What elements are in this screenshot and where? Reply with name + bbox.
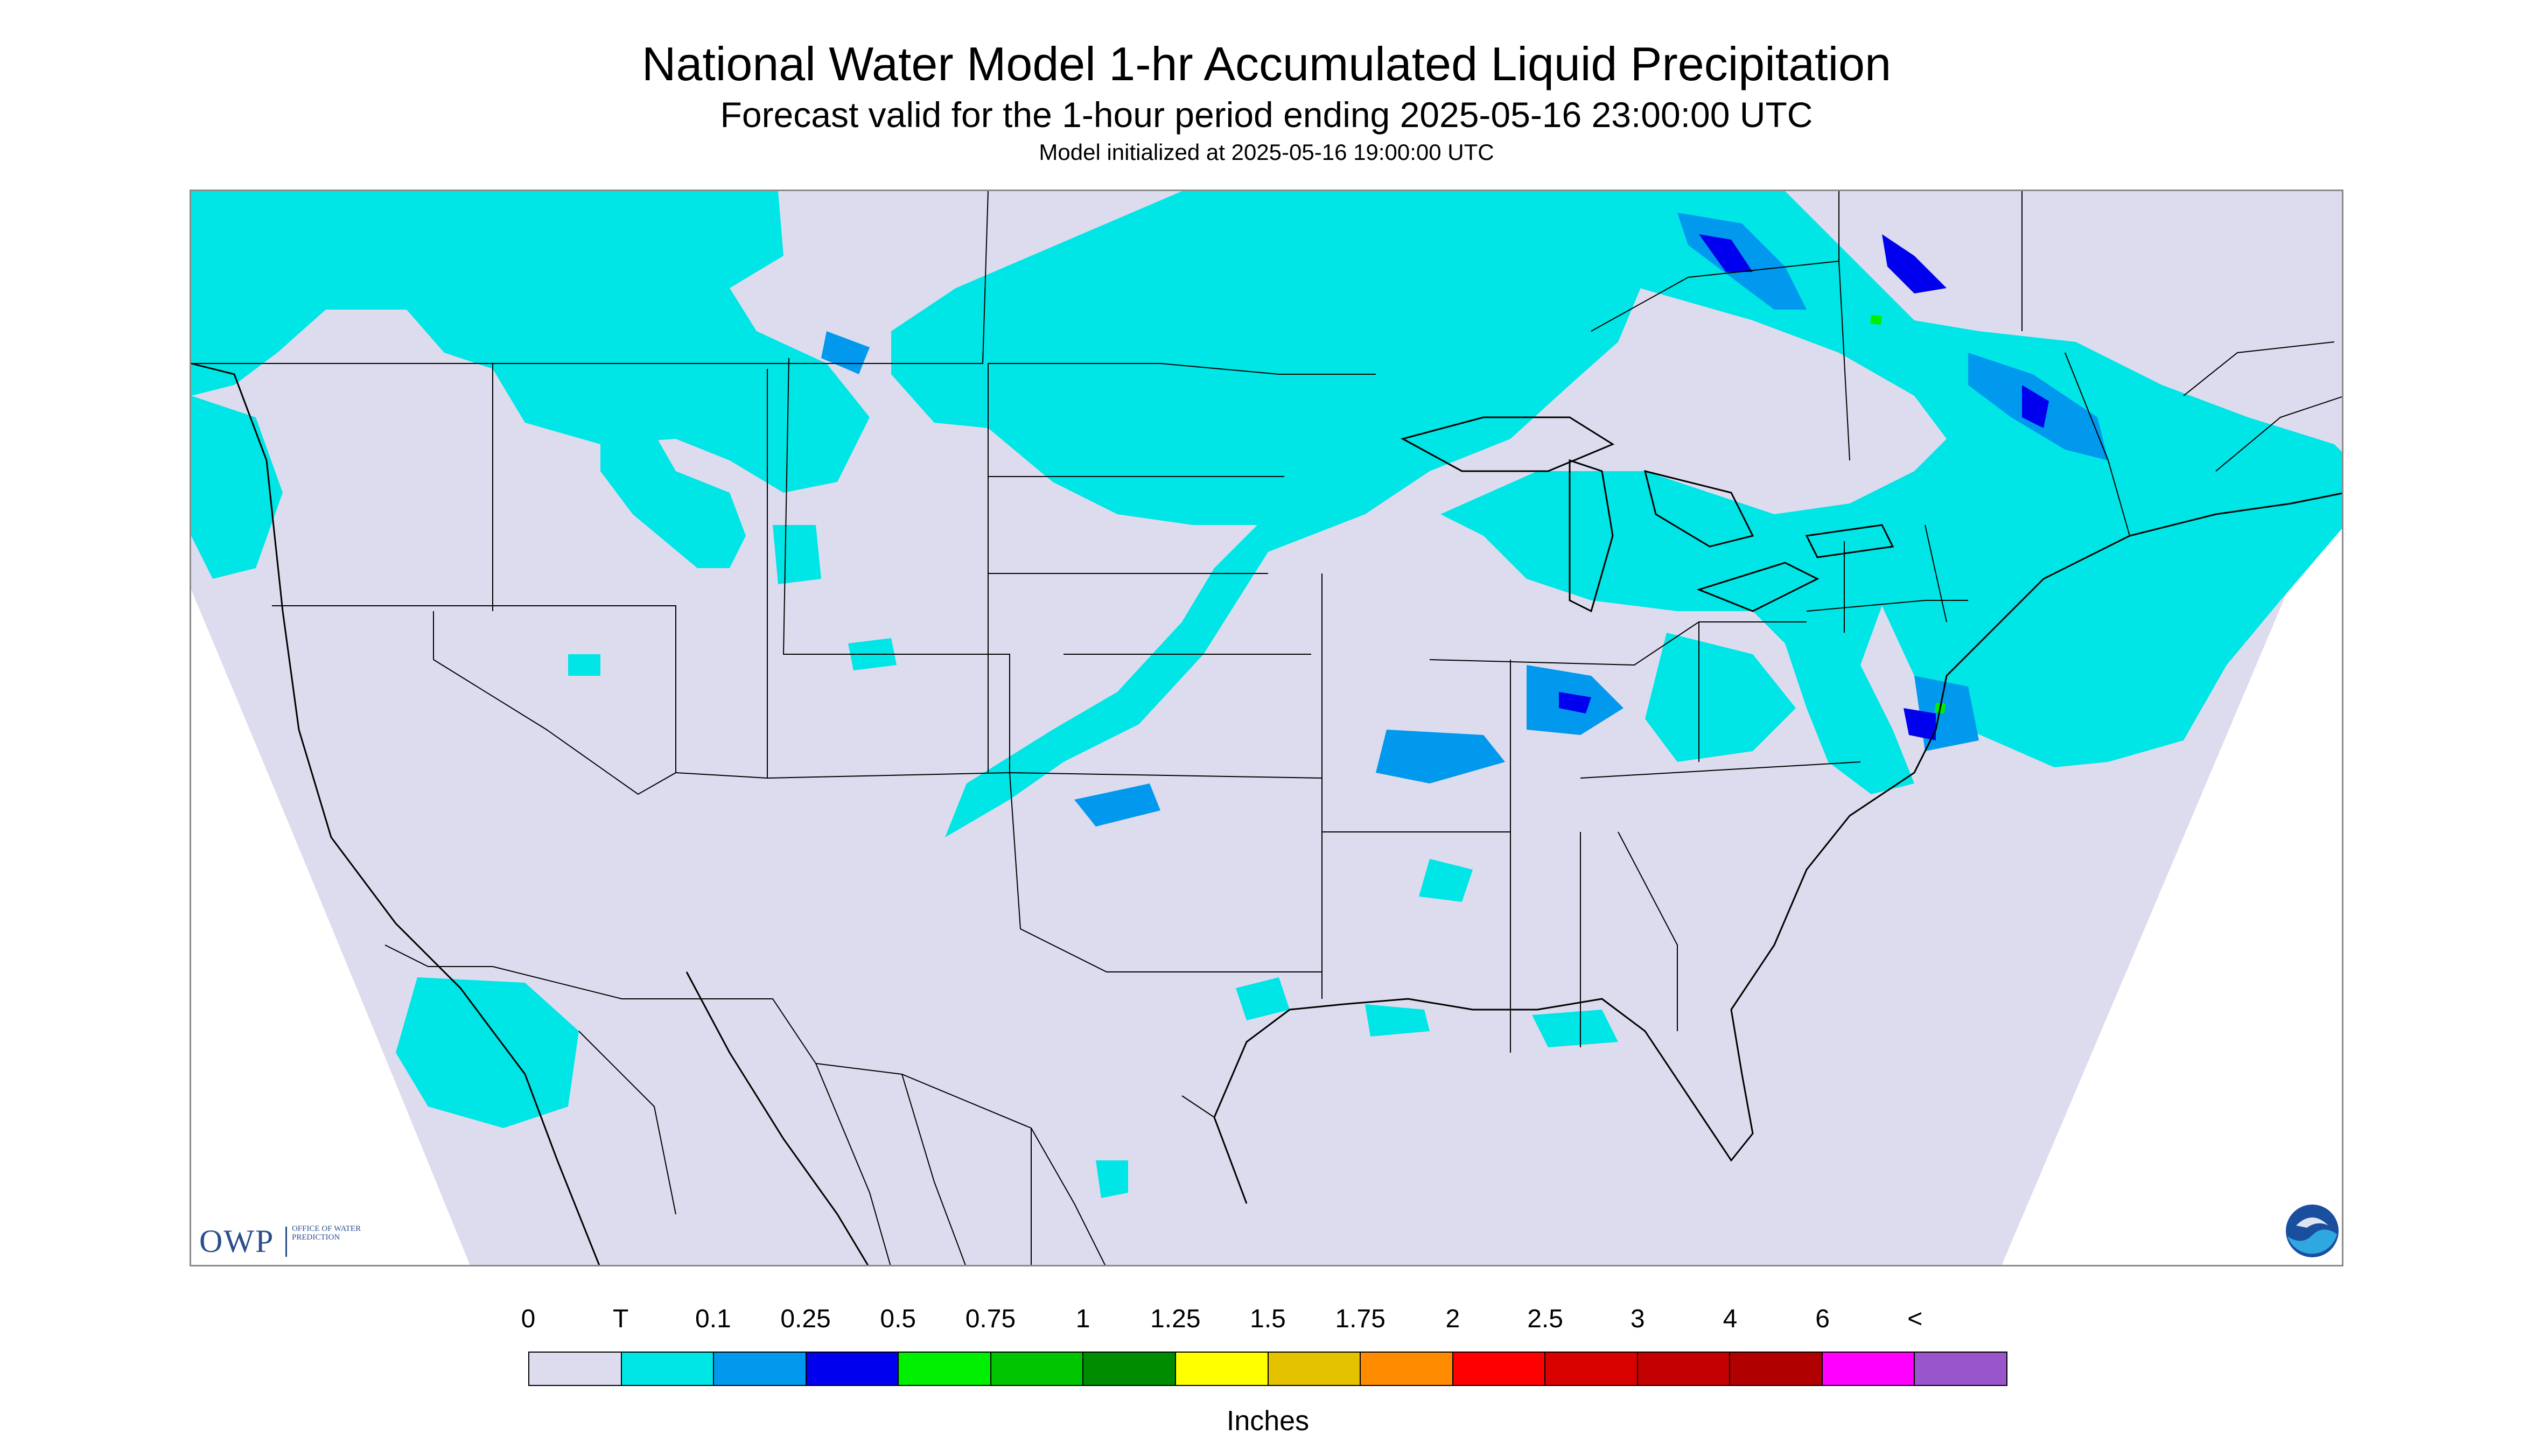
model-initialized-note: Model initialized at 2025-05-16 19:00:00… [1039, 139, 1494, 165]
legend-label: 2 [1445, 1305, 1460, 1333]
legend-swatch [1083, 1353, 1176, 1385]
owp-logo-mark: OWP [199, 1223, 275, 1259]
precip-trace-areas [191, 191, 2342, 1198]
legend-swatch [1175, 1353, 1269, 1385]
legend-label: 0.25 [780, 1305, 831, 1333]
legend-label: 1 [1075, 1305, 1090, 1333]
coastlines [191, 362, 2342, 1265]
legend-label: 2.5 [1527, 1305, 1563, 1333]
map-canvas [191, 191, 2342, 1265]
legend-label: 1.5 [1250, 1305, 1286, 1333]
legend-label: 1.25 [1150, 1305, 1201, 1333]
precip-0-25-areas [1559, 234, 2049, 740]
legend-label: 0.1 [695, 1305, 731, 1333]
legend-swatch [1730, 1353, 1823, 1385]
legend-swatch [1268, 1353, 1361, 1385]
legend-label: 3 [1630, 1305, 1645, 1333]
legend-color-bar [528, 1352, 2007, 1386]
legend-units-label: Inches [1226, 1405, 1310, 1437]
legend-swatch [1545, 1353, 1638, 1385]
owp-logo: OWP Office of Water Prediction [199, 1222, 382, 1260]
legend-swatch [621, 1353, 715, 1385]
page-title: National Water Model 1-hr Accumulated Li… [641, 37, 1892, 90]
precipitation-legend: 0 T 0.1 0.25 0.5 0.75 1 1.25 1.5 1.75 2 2.5 3 4 6 < Inc… [521, 1303, 2007, 1438]
legend-swatch [991, 1353, 1084, 1385]
legend-label: 0.75 [965, 1305, 1016, 1333]
legend-swatch [1822, 1353, 1915, 1385]
great-lakes [1400, 416, 1894, 613]
owp-logo-text: Office of Water Prediction [292, 1224, 361, 1242]
noaa-emblem [2286, 1205, 2339, 1257]
legend-swatch [1361, 1353, 1453, 1385]
legend-swatch [806, 1353, 899, 1385]
legend-label: 1.75 [1335, 1305, 1386, 1333]
forecast-valid-subtitle: Forecast valid for the 1-hour period end… [720, 95, 1813, 135]
precipitation-map [190, 190, 2343, 1266]
legend-label: < [1907, 1305, 1923, 1333]
owp-logo-divider [285, 1227, 287, 1257]
legend-label: 4 [1723, 1305, 1738, 1333]
legend-label: 6 [1815, 1305, 1830, 1333]
legend-swatch [1915, 1353, 2006, 1385]
legend-swatch [1453, 1353, 1546, 1385]
legend-swatch [714, 1353, 807, 1385]
noaa-logo-icon [2285, 1204, 2339, 1258]
legend-label: 0.5 [880, 1305, 916, 1333]
legend-label: T [613, 1305, 629, 1333]
precip-0-5-areas [1870, 315, 1946, 713]
legend-swatch [899, 1353, 991, 1385]
legend-swatch [529, 1353, 622, 1385]
political-boundaries [191, 191, 2342, 1265]
legend-label: 0 [521, 1305, 536, 1333]
legend-swatch [1638, 1353, 1731, 1385]
